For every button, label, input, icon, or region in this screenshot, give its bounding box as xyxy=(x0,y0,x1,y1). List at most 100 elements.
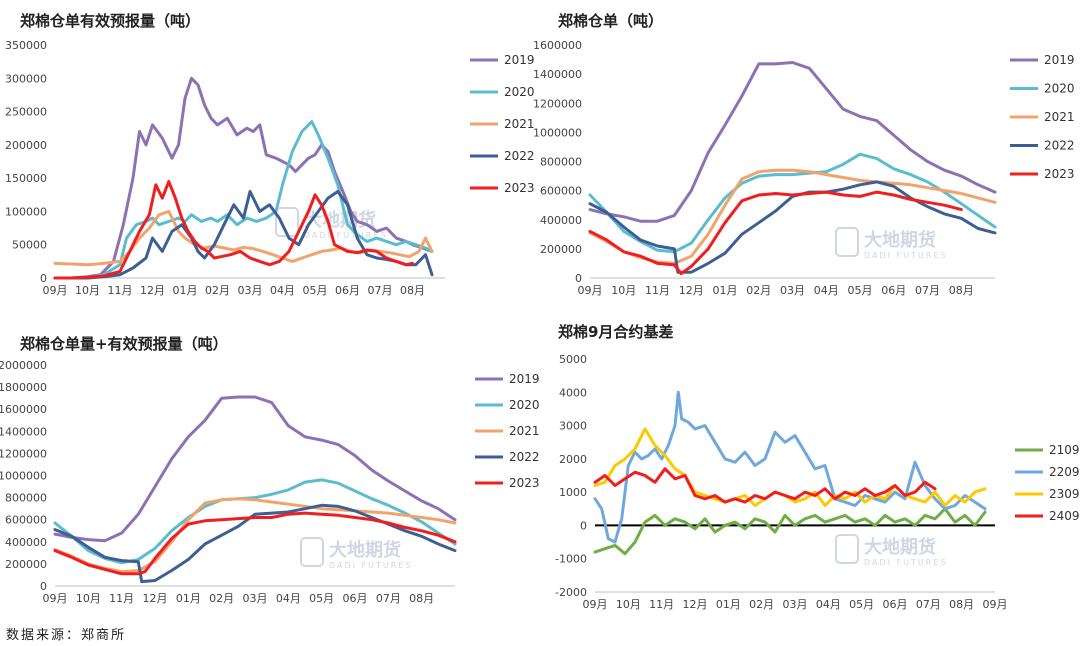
legend-label: 2209 xyxy=(1049,465,1080,479)
legend-label: 2023 xyxy=(504,181,535,195)
y-tick-label: 200000 xyxy=(540,243,582,256)
x-tick-label: 05月 xyxy=(309,592,334,605)
x-tick-label: 06月 xyxy=(335,284,360,297)
y-tick-label: 4000 xyxy=(559,386,587,399)
y-tick-label: 1200000 xyxy=(533,97,582,110)
series-line-2020 xyxy=(53,478,457,565)
y-tick-label: 800000 xyxy=(540,156,582,169)
series-line-2019 xyxy=(53,395,457,543)
x-tick-label: 04月 xyxy=(270,284,295,297)
series-line-2020 xyxy=(53,120,434,280)
y-tick-label: -2000 xyxy=(555,586,587,599)
series-line-2021 xyxy=(53,497,457,574)
series-line-2020 xyxy=(588,152,997,254)
y-tick-label: -1000 xyxy=(555,553,587,566)
watermark-subtext: DADI FUTURES xyxy=(864,558,947,567)
y-tick-label: 400000 xyxy=(540,214,582,227)
x-tick-label: 03月 xyxy=(783,598,808,611)
y-tick-label: 350000 xyxy=(5,39,47,52)
y-tick-label: 0 xyxy=(40,272,47,285)
watermark-subtext: DADI FUTURES xyxy=(304,231,387,240)
x-tick-label: 07月 xyxy=(376,592,401,605)
x-tick-label: 05月 xyxy=(849,598,874,611)
legend-label: 2309 xyxy=(1049,487,1080,501)
x-tick-label: 02月 xyxy=(749,598,774,611)
series-line-2309 xyxy=(593,427,987,507)
x-tick-label: 01月 xyxy=(716,598,741,611)
x-tick-label: 09月 xyxy=(983,598,1008,611)
watermark-subtext: DADI FUTURES xyxy=(864,251,947,260)
legend-label: 2021 xyxy=(509,424,540,438)
x-tick-label: 07月 xyxy=(915,284,940,297)
x-tick-label: 01月 xyxy=(173,284,198,297)
x-tick-label: 10月 xyxy=(75,284,100,297)
series-line-2022 xyxy=(53,190,434,280)
legend-label: 2020 xyxy=(1044,82,1075,96)
x-tick-label: 04月 xyxy=(276,592,301,605)
legend-label: 2409 xyxy=(1049,509,1080,523)
y-tick-label: 300000 xyxy=(5,72,47,85)
y-tick-label: 600000 xyxy=(540,185,582,198)
y-tick-label: 600000 xyxy=(5,514,47,527)
x-tick-label: 09月 xyxy=(43,592,68,605)
y-tick-label: 1000000 xyxy=(533,126,582,139)
series-line-2022 xyxy=(588,180,997,274)
y-tick-label: 1600000 xyxy=(0,403,47,416)
x-tick-label: 03月 xyxy=(238,284,263,297)
y-tick-label: 100000 xyxy=(5,205,47,218)
legend-label: 2021 xyxy=(504,117,535,131)
y-tick-label: 200000 xyxy=(5,139,47,152)
x-tick-label: 01月 xyxy=(713,284,738,297)
y-tick-label: 2000 xyxy=(559,453,587,466)
chart-title: 郑棉9月合约基差 xyxy=(558,323,674,341)
x-tick-label: 11月 xyxy=(645,284,670,297)
watermark-text: 大地期货 xyxy=(864,536,936,558)
x-tick-label: 06月 xyxy=(883,598,908,611)
x-tick-label: 04月 xyxy=(814,284,839,297)
y-tick-label: 1400000 xyxy=(533,68,582,81)
x-tick-label: 03月 xyxy=(243,592,268,605)
x-tick-label: 09月 xyxy=(583,598,608,611)
x-tick-label: 05月 xyxy=(303,284,328,297)
watermark-subtext: DADI FUTURES xyxy=(329,561,412,570)
x-tick-label: 07月 xyxy=(916,598,941,611)
series-line-2019 xyxy=(588,61,997,223)
line-chart: 0 50000 100000 150000 200000 250000 300000 3500… xyxy=(5,39,535,297)
x-tick-label: 02月 xyxy=(746,284,771,297)
x-tick-label: 06月 xyxy=(343,592,368,605)
x-tick-label: 05月 xyxy=(848,284,873,297)
x-tick-label: 12月 xyxy=(679,284,704,297)
series-line-2023 xyxy=(588,190,963,276)
series-line-2019 xyxy=(53,76,434,280)
y-tick-label: 1400000 xyxy=(0,425,47,438)
y-tick-label: 2000000 xyxy=(0,359,47,372)
y-tick-label: 0 xyxy=(580,519,587,532)
x-tick-label: 02月 xyxy=(209,592,234,605)
y-tick-label: 3000 xyxy=(559,420,587,433)
chart-title: 郑棉仓单有效预报量（吨） xyxy=(20,12,201,30)
chart-panel-receipts-plus-forecast: 郑棉仓单量+有效预报量（吨） 0 200000 400000 600000 800000… xyxy=(0,325,540,615)
x-tick-label: 06月 xyxy=(881,284,906,297)
legend-label: 2109 xyxy=(1049,443,1080,457)
legend-label: 2021 xyxy=(1044,110,1075,124)
y-tick-label: 0 xyxy=(575,272,582,285)
x-tick-label: 03月 xyxy=(780,284,805,297)
x-tick-label: 10月 xyxy=(616,598,641,611)
x-tick-label: 11月 xyxy=(108,284,133,297)
data-source-note: 数据来源：郑商所 xyxy=(6,628,127,643)
x-tick-label: 07月 xyxy=(368,284,393,297)
series-line-2023 xyxy=(53,180,414,280)
y-tick-label: 5000 xyxy=(559,353,587,366)
y-tick-label: 150000 xyxy=(5,172,47,185)
y-tick-label: 1000 xyxy=(559,486,587,499)
y-tick-label: 800000 xyxy=(5,492,47,505)
legend-label: 2019 xyxy=(509,372,540,386)
legend-label: 2023 xyxy=(1044,167,1075,181)
line-chart: -2000 -1000 0 1000 2000 3000 4000 5000 09月 10月 11月… xyxy=(555,353,1080,611)
x-tick-label: 12月 xyxy=(143,592,168,605)
legend-label: 2019 xyxy=(504,53,535,67)
x-tick-label: 09月 xyxy=(43,284,68,297)
